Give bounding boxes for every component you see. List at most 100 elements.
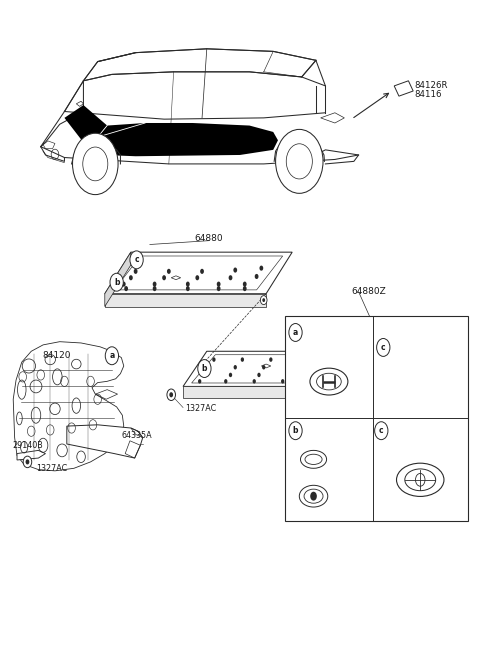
Ellipse shape [304, 489, 323, 503]
Text: 64880: 64880 [195, 233, 224, 243]
Circle shape [217, 282, 220, 286]
Text: 64880Z: 64880Z [351, 287, 386, 296]
Polygon shape [105, 293, 266, 306]
Text: b: b [202, 364, 207, 373]
Circle shape [255, 274, 259, 279]
Circle shape [224, 379, 228, 384]
Circle shape [261, 295, 267, 304]
Circle shape [310, 379, 313, 384]
Circle shape [195, 275, 199, 281]
Text: 84220U: 84220U [346, 455, 377, 464]
Circle shape [375, 422, 388, 440]
Circle shape [186, 282, 190, 286]
Circle shape [269, 357, 273, 362]
Text: 84120: 84120 [42, 351, 71, 360]
Text: 1327AC: 1327AC [185, 404, 216, 413]
Text: 64335A: 64335A [121, 431, 152, 440]
Circle shape [289, 422, 302, 440]
Ellipse shape [305, 454, 322, 464]
Circle shape [25, 459, 29, 464]
Polygon shape [67, 425, 143, 458]
Circle shape [23, 456, 32, 468]
Text: 29140B: 29140B [12, 441, 43, 450]
Polygon shape [183, 386, 363, 398]
Circle shape [290, 365, 294, 370]
Ellipse shape [310, 368, 348, 395]
FancyBboxPatch shape [285, 316, 468, 521]
Circle shape [83, 147, 108, 181]
Circle shape [234, 365, 237, 370]
Text: c: c [379, 426, 384, 435]
Circle shape [186, 286, 190, 291]
Text: b: b [293, 426, 298, 435]
Circle shape [229, 373, 232, 377]
Circle shape [198, 379, 201, 384]
Text: 84126R: 84126R [415, 81, 448, 90]
Circle shape [162, 275, 166, 281]
Circle shape [243, 286, 247, 291]
Polygon shape [105, 252, 292, 293]
Circle shape [262, 365, 265, 370]
Ellipse shape [300, 485, 328, 507]
Text: c: c [134, 255, 139, 264]
Circle shape [129, 275, 133, 281]
Circle shape [347, 364, 350, 368]
Circle shape [153, 286, 156, 291]
Circle shape [105, 347, 119, 364]
Circle shape [228, 275, 232, 281]
Circle shape [153, 282, 156, 286]
Circle shape [260, 266, 263, 271]
Circle shape [373, 364, 380, 373]
Text: b: b [114, 278, 120, 287]
Circle shape [338, 379, 341, 384]
Ellipse shape [405, 469, 436, 491]
Text: 84136: 84136 [393, 426, 421, 435]
Circle shape [286, 373, 289, 377]
Polygon shape [105, 252, 131, 306]
Circle shape [276, 130, 323, 194]
Circle shape [124, 286, 128, 291]
Circle shape [233, 268, 237, 273]
Circle shape [252, 379, 256, 384]
Circle shape [198, 360, 211, 377]
Circle shape [240, 357, 244, 362]
Circle shape [314, 373, 318, 377]
Circle shape [257, 373, 261, 377]
Text: a: a [293, 328, 298, 337]
Circle shape [203, 373, 206, 377]
Text: 84147: 84147 [308, 328, 336, 337]
Circle shape [243, 282, 247, 286]
Circle shape [289, 324, 302, 341]
Circle shape [212, 357, 216, 362]
Circle shape [286, 144, 312, 179]
Circle shape [298, 357, 301, 362]
Circle shape [377, 339, 390, 357]
Circle shape [217, 286, 220, 291]
Polygon shape [13, 342, 124, 471]
Circle shape [343, 373, 346, 377]
Text: 1327AC: 1327AC [36, 464, 67, 473]
Polygon shape [183, 352, 387, 386]
Circle shape [262, 298, 265, 302]
Circle shape [325, 355, 328, 360]
Polygon shape [64, 105, 107, 148]
Circle shape [130, 251, 143, 269]
Ellipse shape [300, 450, 326, 468]
Circle shape [310, 491, 317, 501]
Circle shape [72, 134, 118, 195]
Polygon shape [88, 123, 278, 156]
Ellipse shape [396, 463, 444, 497]
Polygon shape [363, 352, 387, 398]
Polygon shape [17, 450, 46, 460]
Circle shape [167, 389, 176, 401]
Ellipse shape [317, 373, 341, 390]
Circle shape [167, 269, 171, 274]
Circle shape [122, 282, 126, 286]
Circle shape [319, 365, 322, 370]
Circle shape [207, 365, 211, 370]
Text: 84219E: 84219E [346, 491, 376, 501]
Circle shape [134, 269, 137, 274]
Circle shape [281, 379, 284, 384]
Text: c: c [381, 343, 385, 352]
Circle shape [200, 269, 204, 274]
